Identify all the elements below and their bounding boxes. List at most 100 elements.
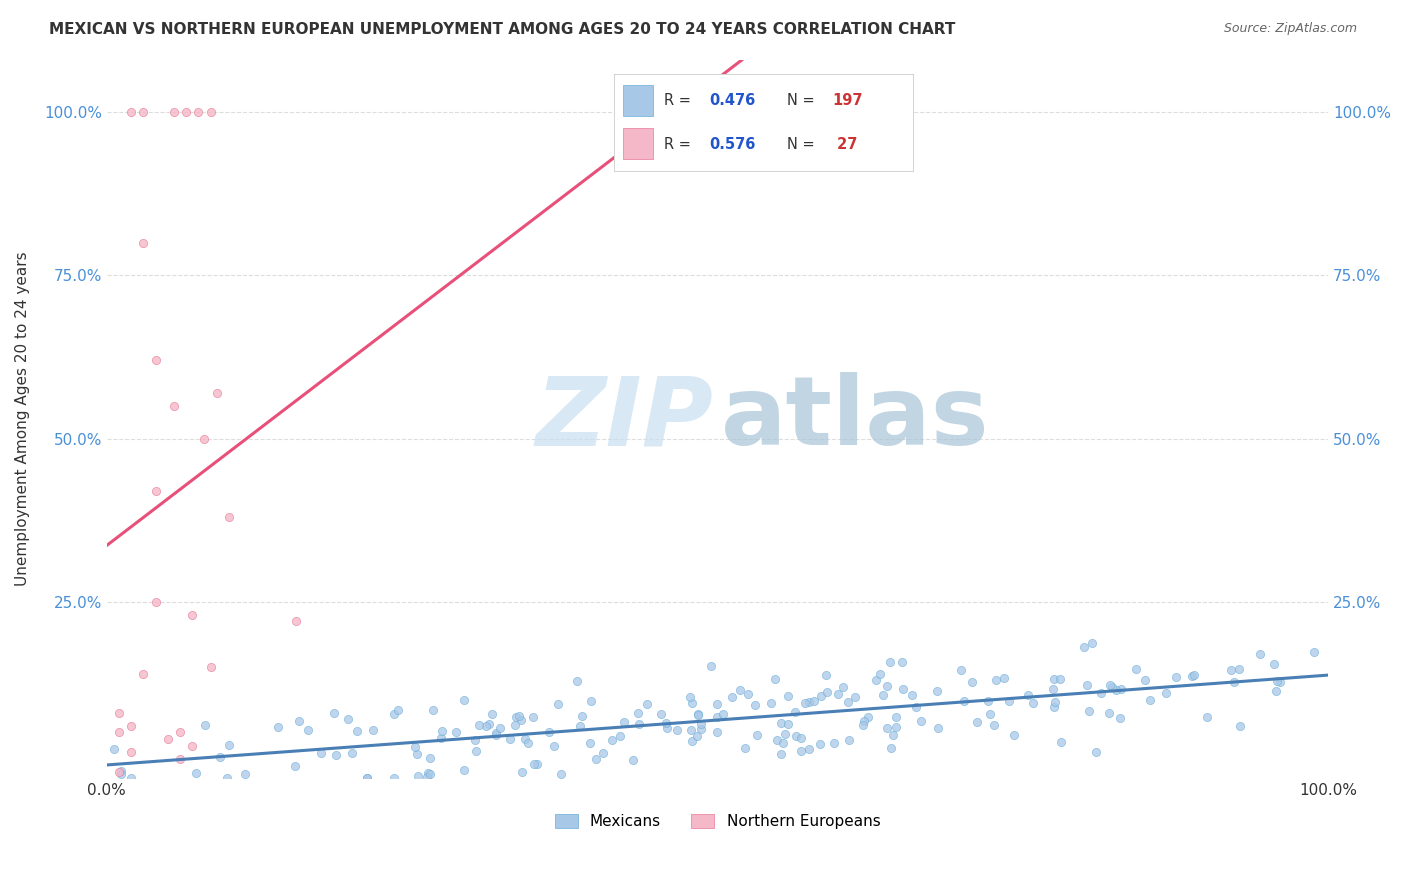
Point xyxy=(838,732,860,747)
Point xyxy=(1223,675,1246,690)
Point xyxy=(1249,647,1271,661)
Point xyxy=(132,104,155,119)
Point xyxy=(233,766,256,780)
Point xyxy=(844,690,866,705)
Point xyxy=(194,717,217,731)
Point xyxy=(415,770,437,784)
Point xyxy=(890,656,912,670)
Point xyxy=(876,679,898,693)
Point xyxy=(773,727,796,741)
Point xyxy=(218,509,240,524)
Point xyxy=(665,723,688,737)
Point xyxy=(627,717,650,731)
Point xyxy=(983,717,1005,731)
Point xyxy=(489,721,512,735)
Point xyxy=(869,667,891,681)
Point xyxy=(120,104,142,119)
Point xyxy=(1267,674,1289,689)
Point xyxy=(1098,706,1121,720)
Point xyxy=(481,707,503,722)
Point xyxy=(309,747,332,761)
Point xyxy=(523,757,546,772)
Point xyxy=(655,721,678,735)
Point xyxy=(419,751,441,765)
Point xyxy=(464,733,486,747)
Point xyxy=(706,709,728,723)
Point xyxy=(132,666,155,681)
Point xyxy=(728,683,751,698)
Point xyxy=(285,615,308,629)
Point xyxy=(419,766,441,780)
Point xyxy=(1164,670,1187,684)
Point xyxy=(581,694,603,708)
Point xyxy=(905,699,928,714)
Text: MEXICAN VS NORTHERN EUROPEAN UNEMPLOYMENT AMONG AGES 20 TO 24 YEARS CORRELATION : MEXICAN VS NORTHERN EUROPEAN UNEMPLOYMEN… xyxy=(49,22,956,37)
Point xyxy=(949,663,972,677)
Point xyxy=(510,714,533,728)
Point xyxy=(1229,719,1251,733)
Text: Source: ZipAtlas.com: Source: ZipAtlas.com xyxy=(1223,22,1357,36)
Point xyxy=(1099,677,1122,691)
Point xyxy=(785,729,807,743)
Point xyxy=(1109,711,1132,725)
Point xyxy=(979,706,1001,721)
Point xyxy=(110,764,132,779)
Point xyxy=(879,656,901,670)
Point xyxy=(1043,700,1066,714)
Point xyxy=(797,695,820,709)
Point xyxy=(814,668,837,682)
Point xyxy=(322,706,344,721)
Point xyxy=(505,717,527,731)
Point xyxy=(627,706,650,720)
Point xyxy=(993,672,1015,686)
Point xyxy=(405,747,427,761)
Point xyxy=(986,673,1008,687)
Point xyxy=(744,698,766,712)
Point xyxy=(655,715,678,730)
Point xyxy=(1085,745,1108,759)
Text: atlas: atlas xyxy=(721,373,990,466)
Point xyxy=(953,693,976,707)
Point xyxy=(797,742,820,756)
Point xyxy=(745,728,768,742)
Point xyxy=(689,722,711,736)
Point xyxy=(537,724,560,739)
Point xyxy=(200,104,222,119)
Point xyxy=(163,104,186,119)
Point xyxy=(382,771,405,785)
Point xyxy=(464,744,486,758)
Point xyxy=(1303,645,1326,659)
Point xyxy=(910,714,932,728)
Point xyxy=(169,751,191,765)
Point xyxy=(1109,681,1132,696)
Point xyxy=(1105,682,1128,697)
Point xyxy=(650,706,672,721)
Point xyxy=(103,741,125,756)
Point xyxy=(790,744,813,758)
Point xyxy=(609,730,631,744)
Point xyxy=(1077,704,1099,718)
Point xyxy=(686,729,709,743)
Point xyxy=(852,718,875,732)
Point xyxy=(297,723,319,737)
Point xyxy=(1181,669,1204,683)
Point xyxy=(218,738,240,752)
Point xyxy=(543,739,565,753)
Point xyxy=(891,681,914,696)
Point xyxy=(790,731,813,746)
Point xyxy=(382,707,405,722)
Point xyxy=(453,693,475,707)
Point xyxy=(699,659,721,673)
Point xyxy=(1049,672,1071,686)
Point xyxy=(1076,678,1098,692)
Point xyxy=(288,714,311,729)
Point xyxy=(505,710,527,724)
Point xyxy=(200,660,222,674)
Point xyxy=(815,685,838,699)
Point xyxy=(430,723,453,738)
Point xyxy=(515,731,537,746)
Point xyxy=(1197,710,1219,724)
Point xyxy=(406,769,429,783)
Point xyxy=(120,745,142,759)
Point xyxy=(1042,672,1064,686)
